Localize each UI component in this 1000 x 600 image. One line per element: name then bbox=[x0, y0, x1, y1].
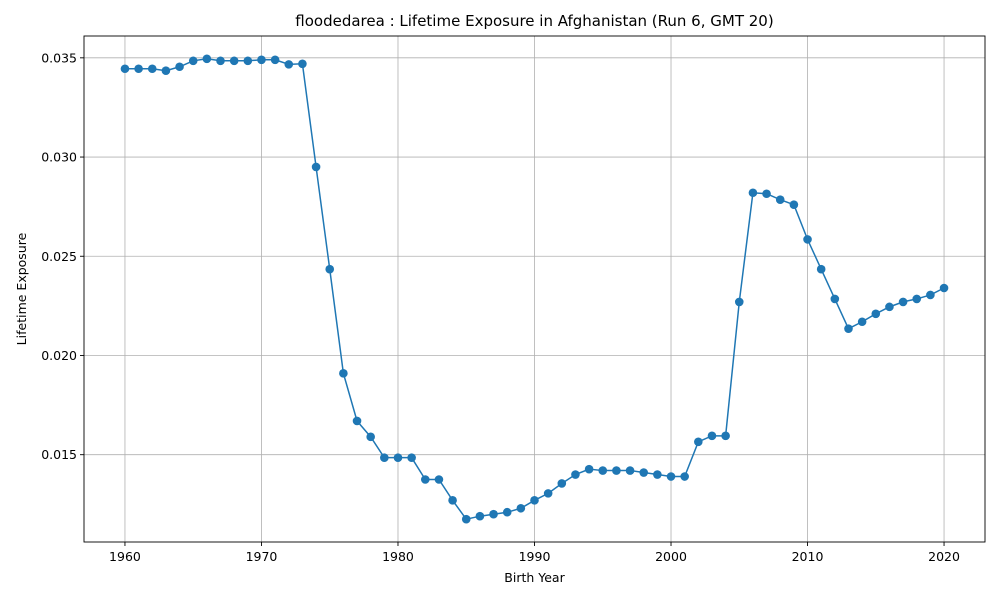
data-point bbox=[229, 56, 239, 66]
data-point bbox=[516, 503, 526, 513]
data-point bbox=[120, 64, 130, 74]
data-point bbox=[475, 511, 485, 521]
data-point bbox=[844, 324, 853, 333]
y-tick-label: 0.025 bbox=[41, 249, 77, 264]
data-point bbox=[694, 437, 703, 447]
y-tick-label: 0.030 bbox=[41, 150, 77, 165]
data-point bbox=[666, 472, 676, 481]
data-point bbox=[871, 309, 881, 319]
data-point bbox=[830, 294, 840, 304]
data-point bbox=[885, 302, 894, 312]
data-point bbox=[380, 453, 389, 462]
data-point bbox=[216, 56, 225, 66]
plot-frame bbox=[83, 35, 986, 543]
data-point bbox=[775, 195, 785, 205]
data-point bbox=[325, 264, 335, 274]
data-point bbox=[202, 54, 212, 64]
data-point bbox=[530, 496, 539, 505]
data-point bbox=[161, 66, 171, 76]
x-axis-label: Birth Year bbox=[504, 570, 565, 585]
data-point bbox=[748, 188, 758, 198]
data-point bbox=[243, 56, 253, 66]
series-layer bbox=[120, 54, 949, 524]
data-point bbox=[612, 466, 621, 475]
data-point bbox=[789, 200, 799, 209]
x-tick-label: 1970 bbox=[246, 549, 278, 564]
data-point bbox=[543, 489, 553, 498]
data-point bbox=[270, 55, 280, 65]
data-point bbox=[175, 62, 184, 72]
x-tick-label: 1980 bbox=[382, 549, 414, 564]
data-point bbox=[188, 56, 198, 66]
data-point bbox=[448, 496, 457, 505]
data-point bbox=[461, 514, 471, 524]
data-point bbox=[898, 297, 908, 307]
data-point bbox=[707, 431, 717, 441]
data-point bbox=[393, 453, 403, 462]
data-point bbox=[584, 464, 594, 474]
grid-lines bbox=[84, 36, 985, 542]
data-point bbox=[680, 472, 689, 481]
data-point bbox=[734, 297, 744, 307]
data-point bbox=[352, 416, 362, 426]
data-point bbox=[147, 64, 157, 74]
data-point bbox=[857, 317, 867, 327]
x-tick-label: 2000 bbox=[655, 549, 687, 564]
data-point bbox=[803, 235, 812, 244]
data-point bbox=[639, 468, 649, 477]
x-tick-label: 2010 bbox=[792, 549, 824, 564]
data-point bbox=[489, 509, 498, 519]
data-point bbox=[284, 60, 294, 69]
data-point bbox=[912, 294, 922, 304]
data-point bbox=[311, 162, 321, 172]
data-point bbox=[366, 432, 375, 442]
data-point bbox=[721, 431, 730, 441]
data-point bbox=[571, 470, 580, 479]
x-tick-label: 2020 bbox=[928, 549, 960, 564]
data-point bbox=[298, 59, 307, 69]
data-point bbox=[939, 283, 949, 293]
data-point bbox=[557, 479, 567, 488]
data-point bbox=[816, 264, 826, 274]
data-point bbox=[257, 55, 266, 65]
y-tick-label: 0.020 bbox=[41, 348, 77, 363]
data-point bbox=[434, 475, 444, 484]
x-tick-label: 1960 bbox=[109, 549, 141, 564]
data-point bbox=[407, 453, 416, 462]
data-point bbox=[420, 475, 430, 484]
chart-title: floodedarea : Lifetime Exposure in Afgha… bbox=[295, 12, 773, 30]
data-point bbox=[134, 64, 143, 74]
y-tick-label: 0.015 bbox=[41, 447, 77, 462]
data-point bbox=[625, 466, 635, 475]
y-tick-label: 0.035 bbox=[41, 50, 77, 65]
data-point bbox=[762, 189, 771, 199]
data-point bbox=[926, 290, 935, 300]
axis-ticks: 1960 1970 1980 1990 2000 2010 2020 0.015 0.020 0.… bbox=[41, 50, 960, 564]
data-point bbox=[502, 507, 512, 517]
data-point bbox=[598, 466, 608, 475]
data-point bbox=[653, 470, 662, 479]
x-tick-label: 1990 bbox=[519, 549, 551, 564]
y-axis-label: Lifetime Exposure bbox=[14, 232, 29, 345]
data-point bbox=[339, 369, 348, 378]
